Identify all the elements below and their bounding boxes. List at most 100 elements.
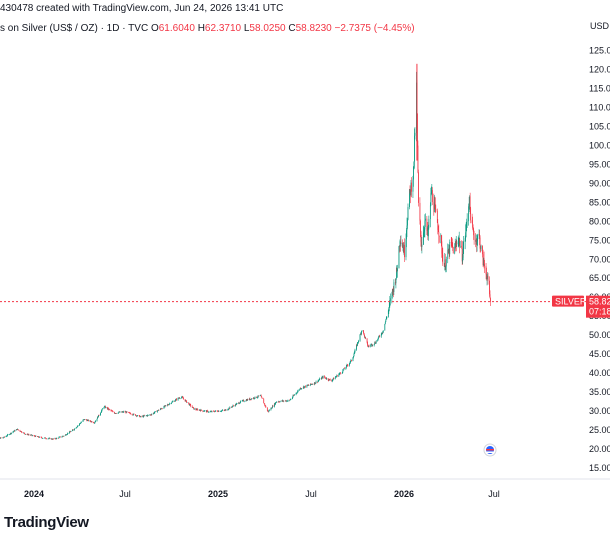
candle-down	[367, 342, 369, 346]
candle-up	[353, 354, 355, 357]
chart-footer: TradingView	[0, 510, 610, 540]
candle-down	[278, 401, 280, 403]
candle-down	[182, 397, 184, 399]
candle-up	[73, 429, 75, 431]
candle-up	[464, 238, 466, 242]
candle-up	[398, 246, 400, 269]
candle-down	[431, 190, 433, 203]
candle-up	[384, 323, 386, 331]
candle-up	[118, 412, 119, 414]
candle-up	[400, 242, 402, 245]
candle-up	[3, 436, 5, 438]
price-tick-label: 125.00	[589, 46, 610, 56]
candle-up	[221, 410, 222, 412]
candle-up	[218, 410, 219, 412]
price-chart[interactable]: 15.00 20.00 25.00 30.00 35.00 40.00 45.00 50.00…	[0, 0, 610, 510]
candle-up	[220, 411, 222, 412]
candle-down	[250, 399, 252, 400]
candle-up	[23, 432, 24, 434]
open-value: 61.6040	[158, 23, 195, 34]
candle-down	[160, 408, 162, 410]
candle-up	[331, 380, 333, 382]
candle-up	[290, 399, 291, 400]
candle-up	[107, 408, 109, 410]
candle-down	[314, 382, 316, 384]
candle-down	[17, 429, 19, 430]
candle-down	[14, 430, 15, 432]
candle-up	[13, 430, 15, 432]
candle-down	[153, 412, 155, 414]
candle-down	[303, 386, 305, 388]
candle-down	[23, 432, 25, 434]
candle-up	[56, 437, 57, 439]
candle-down	[38, 436, 39, 438]
candle-down	[216, 410, 218, 412]
economic-event-icon[interactable]	[483, 443, 497, 457]
candle-down	[363, 332, 365, 335]
candle-up	[171, 401, 173, 403]
candle-down	[483, 258, 485, 265]
candle-up	[207, 412, 209, 413]
candle-up	[215, 410, 216, 412]
candle-up	[469, 196, 471, 205]
candle-down	[217, 410, 218, 412]
candle-up	[77, 425, 78, 427]
candle-down	[184, 399, 186, 402]
candle-down	[196, 408, 198, 410]
candle-up	[146, 415, 148, 417]
candle-down	[40, 436, 42, 438]
candle-up	[80, 423, 81, 424]
candle-down	[176, 399, 177, 401]
high-value: 62.3710	[204, 23, 242, 34]
price-tick-label: 35.00	[589, 387, 610, 397]
candle-down	[206, 410, 208, 412]
tradingview-logo[interactable]: TradingView	[4, 514, 89, 531]
candle-up	[100, 412, 101, 416]
candle-up	[311, 384, 312, 385]
candle-up	[44, 437, 46, 439]
candle-down	[73, 429, 74, 431]
candle-up	[343, 368, 345, 370]
candle-up	[119, 411, 121, 413]
candle-up	[414, 135, 415, 162]
candle-down	[107, 407, 108, 410]
price-tick-label: 80.00	[589, 216, 610, 226]
candle-up	[349, 362, 351, 364]
candle-up	[444, 259, 446, 267]
candle-up	[202, 411, 204, 412]
candle-down	[38, 437, 40, 438]
candle-up	[235, 404, 236, 406]
candle-up	[342, 369, 344, 371]
candle-down	[189, 404, 191, 405]
candle-up	[407, 219, 408, 226]
candle-up	[465, 223, 467, 233]
candle-up	[475, 239, 477, 242]
candle-down	[437, 222, 439, 231]
candle-up	[304, 385, 306, 387]
candle-down	[293, 395, 294, 397]
candle-down	[199, 409, 201, 411]
candle-down	[368, 345, 370, 347]
candle-up	[458, 239, 460, 242]
candle-up	[356, 344, 357, 350]
candle-down	[139, 415, 141, 418]
candle-up	[292, 397, 293, 399]
candle-up	[222, 410, 224, 411]
candle-down	[21, 432, 23, 433]
price-tick-label: 90.00	[589, 178, 610, 188]
candle-up	[375, 343, 377, 344]
time-tick-label: Jul	[119, 489, 131, 499]
candle-down	[486, 274, 487, 280]
candle-up	[159, 408, 161, 410]
candle-up	[56, 437, 58, 439]
candle-down	[441, 241, 443, 254]
candle-down	[125, 411, 127, 413]
candle-down	[351, 360, 352, 361]
candle-up	[373, 344, 375, 346]
candle-up	[281, 400, 283, 402]
candle-up	[163, 406, 165, 409]
candle-up	[37, 436, 39, 437]
candle-down	[197, 409, 199, 411]
candle-up	[466, 221, 468, 224]
candle-up	[283, 400, 285, 402]
